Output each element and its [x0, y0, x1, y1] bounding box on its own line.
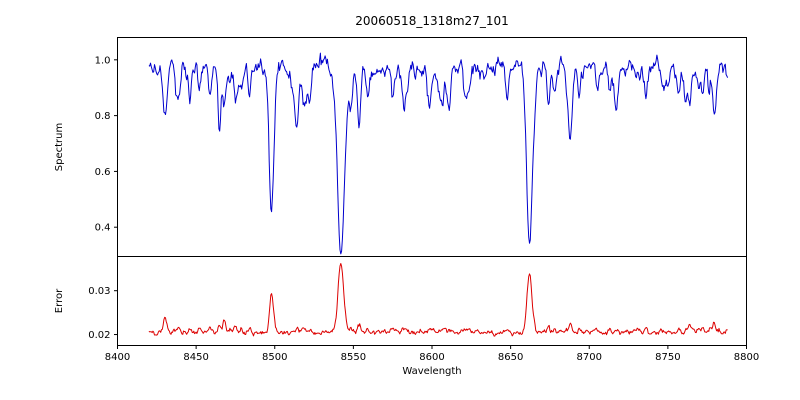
x-tick-label: 8650 [498, 352, 523, 363]
y-tick-label: 0.8 [95, 111, 111, 122]
error-line [148, 263, 728, 337]
x-tick-label: 8450 [183, 352, 208, 363]
x-tick-label: 8800 [734, 352, 759, 363]
spectrum-line [148, 52, 729, 255]
x-tick-label: 8600 [419, 352, 444, 363]
y-axis-label-error: Error [54, 288, 65, 313]
axes-layer: 8400 8450 8500 8550 8600 8650 8700 8750 88000.40… [88, 37, 759, 363]
x-tick-label: 8500 [262, 352, 287, 363]
data-layer [148, 52, 729, 337]
y-tick-label: 0.4 [95, 223, 111, 234]
y-tick-label: 0.02 [88, 330, 110, 341]
x-axis-label: Wavelength [402, 366, 461, 377]
spectrum-panel-frame [117, 37, 747, 257]
spectrum-y-ticks: 0.4 0.6 0.8 1.0 [95, 55, 118, 234]
x-tick-label: 8550 [341, 352, 366, 363]
y-tick-label: 1.0 [95, 55, 111, 66]
x-tick-label: 8750 [655, 352, 680, 363]
x-tick-label: 8400 [105, 352, 130, 363]
x-axis-ticks: 8400 8450 8500 8550 8600 8650 8700 8750 8800 [105, 345, 759, 363]
y-tick-label: 0.03 [88, 286, 110, 297]
x-tick-label: 8700 [577, 352, 602, 363]
y-tick-label: 0.6 [95, 167, 111, 178]
plot-title: 20060518_1318m27_101 [355, 14, 508, 28]
y-axis-label-spectrum: Spectrum [54, 123, 65, 171]
error-y-ticks: 0.02 0.03 [88, 286, 118, 341]
